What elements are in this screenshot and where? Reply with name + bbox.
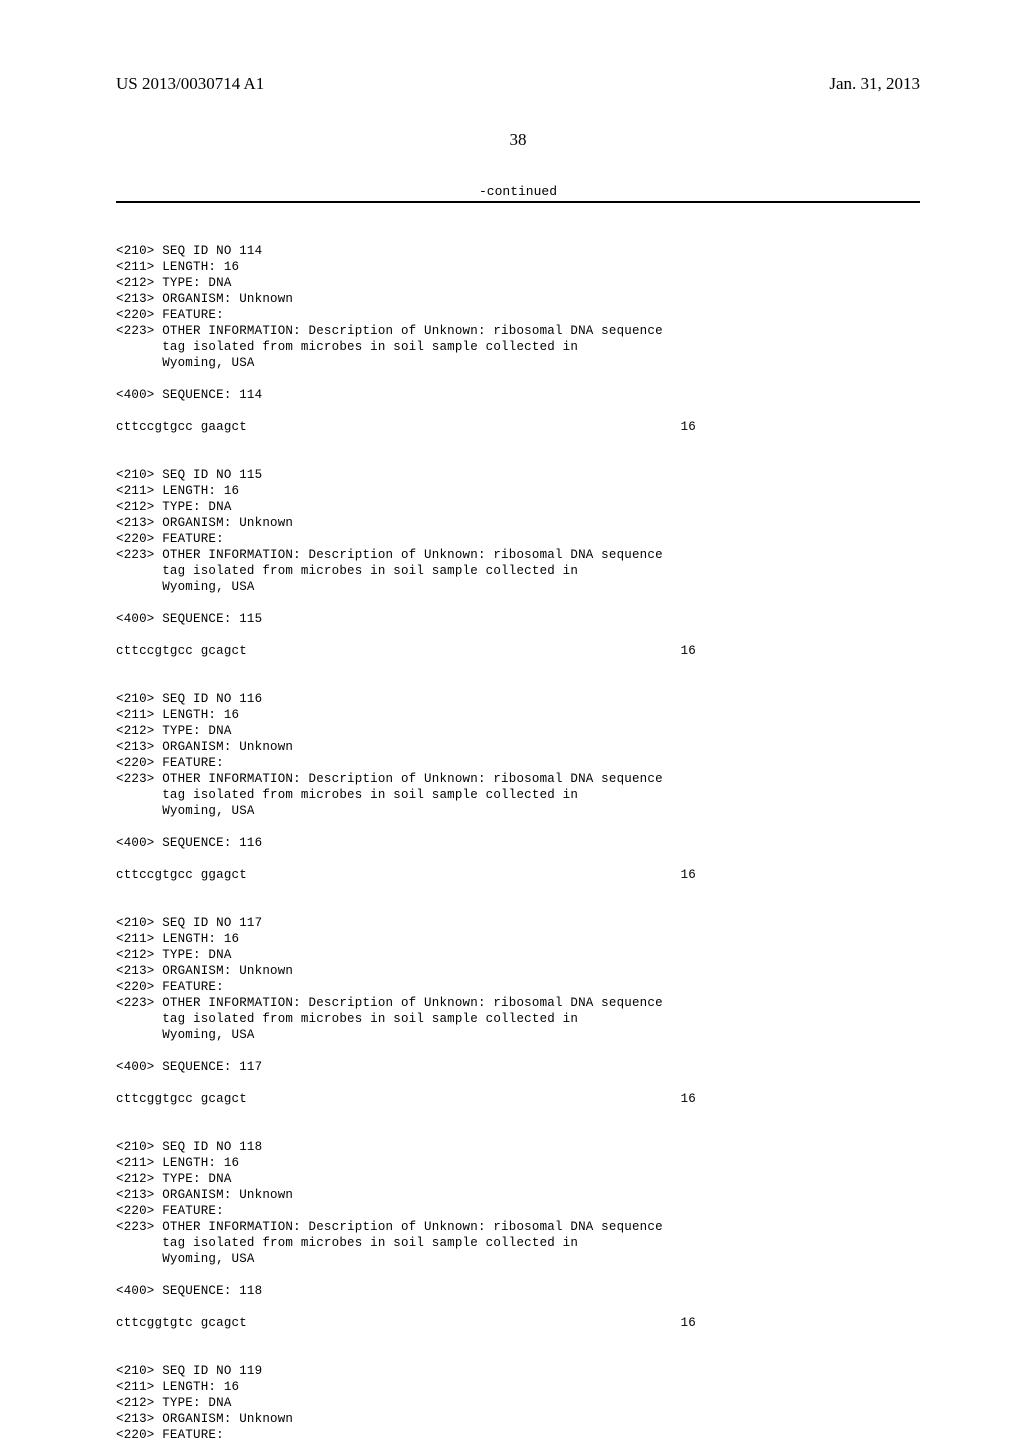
seq-length-line: <211> LENGTH: 16 xyxy=(116,259,920,275)
seq-other-info-l2: tag isolated from microbes in soil sampl… xyxy=(116,1235,920,1251)
seq-data-row: cttcggtgcc gcagct 16 xyxy=(116,1091,696,1107)
seq-position: 16 xyxy=(681,643,696,659)
seq-length-line: <211> LENGTH: 16 xyxy=(116,1155,920,1171)
seq-position: 16 xyxy=(681,419,696,435)
seq-data: cttccgtgcc gcagct xyxy=(116,643,247,659)
blank-line xyxy=(116,403,920,419)
seq-sequence-label: <400> SEQUENCE: 117 xyxy=(116,1059,920,1075)
seq-other-info-l3: Wyoming, USA xyxy=(116,1251,920,1267)
seq-id-line: <210> SEQ ID NO 118 xyxy=(116,1139,920,1155)
seq-id-line: <210> SEQ ID NO 114 xyxy=(116,243,920,259)
seq-sequence-label: <400> SEQUENCE: 118 xyxy=(116,1283,920,1299)
blank-line xyxy=(116,1107,920,1123)
seq-length-line: <211> LENGTH: 16 xyxy=(116,1379,920,1395)
seq-position: 16 xyxy=(681,1315,696,1331)
seq-organism-line: <213> ORGANISM: Unknown xyxy=(116,515,920,531)
seq-length-line: <211> LENGTH: 16 xyxy=(116,931,920,947)
seq-type-line: <212> TYPE: DNA xyxy=(116,275,920,291)
seq-organism-line: <213> ORGANISM: Unknown xyxy=(116,1187,920,1203)
seq-feature-line: <220> FEATURE: xyxy=(116,1203,920,1219)
seq-other-info-l2: tag isolated from microbes in soil sampl… xyxy=(116,1011,920,1027)
blank-line xyxy=(116,1075,920,1091)
seq-data: cttcggtgcc gcagct xyxy=(116,1091,247,1107)
seq-other-info-l1: <223> OTHER INFORMATION: Description of … xyxy=(116,323,920,339)
seq-type-line: <212> TYPE: DNA xyxy=(116,947,920,963)
sequence-block: <210> SEQ ID NO 115<211> LENGTH: 16<212>… xyxy=(116,467,920,675)
seq-organism-line: <213> ORGANISM: Unknown xyxy=(116,291,920,307)
blank-line xyxy=(116,627,920,643)
seq-id-line: <210> SEQ ID NO 115 xyxy=(116,467,920,483)
seq-length-line: <211> LENGTH: 16 xyxy=(116,483,920,499)
seq-id-line: <210> SEQ ID NO 116 xyxy=(116,691,920,707)
sequence-block: <210> SEQ ID NO 119<211> LENGTH: 16<212>… xyxy=(116,1363,920,1443)
blank-line xyxy=(116,1299,920,1315)
blank-line xyxy=(116,595,920,611)
sequence-block: <210> SEQ ID NO 118<211> LENGTH: 16<212>… xyxy=(116,1139,920,1347)
seq-feature-line: <220> FEATURE: xyxy=(116,979,920,995)
seq-data: cttccgtgcc gaagct xyxy=(116,419,247,435)
blank-line xyxy=(116,1267,920,1283)
seq-organism-line: <213> ORGANISM: Unknown xyxy=(116,739,920,755)
seq-other-info-l1: <223> OTHER INFORMATION: Description of … xyxy=(116,547,920,563)
seq-type-line: <212> TYPE: DNA xyxy=(116,1171,920,1187)
seq-id-line: <210> SEQ ID NO 117 xyxy=(116,915,920,931)
sequence-listing-content: <210> SEQ ID NO 114<211> LENGTH: 16<212>… xyxy=(116,243,920,1443)
blank-line xyxy=(116,659,920,675)
continued-label: -continued xyxy=(116,184,920,199)
seq-other-info-l1: <223> OTHER INFORMATION: Description of … xyxy=(116,995,920,1011)
publication-date: Jan. 31, 2013 xyxy=(829,74,920,94)
seq-id-line: <210> SEQ ID NO 119 xyxy=(116,1363,920,1379)
seq-type-line: <212> TYPE: DNA xyxy=(116,1395,920,1411)
divider-line xyxy=(116,201,920,203)
seq-other-info-l1: <223> OTHER INFORMATION: Description of … xyxy=(116,771,920,787)
seq-organism-line: <213> ORGANISM: Unknown xyxy=(116,1411,920,1427)
blank-line xyxy=(116,435,920,451)
seq-sequence-label: <400> SEQUENCE: 114 xyxy=(116,387,920,403)
blank-line xyxy=(116,851,920,867)
seq-other-info-l2: tag isolated from microbes in soil sampl… xyxy=(116,563,920,579)
sequence-block: <210> SEQ ID NO 116<211> LENGTH: 16<212>… xyxy=(116,691,920,899)
sequence-block: <210> SEQ ID NO 117<211> LENGTH: 16<212>… xyxy=(116,915,920,1123)
blank-line xyxy=(116,883,920,899)
seq-type-line: <212> TYPE: DNA xyxy=(116,723,920,739)
seq-other-info-l3: Wyoming, USA xyxy=(116,355,920,371)
seq-data-row: cttccgtgcc gaagct 16 xyxy=(116,419,696,435)
seq-other-info-l3: Wyoming, USA xyxy=(116,579,920,595)
seq-sequence-label: <400> SEQUENCE: 116 xyxy=(116,835,920,851)
seq-data-row: cttcggtgtc gcagct 16 xyxy=(116,1315,696,1331)
seq-other-info-l2: tag isolated from microbes in soil sampl… xyxy=(116,339,920,355)
blank-line xyxy=(116,1331,920,1347)
seq-feature-line: <220> FEATURE: xyxy=(116,755,920,771)
seq-length-line: <211> LENGTH: 16 xyxy=(116,707,920,723)
blank-line xyxy=(116,371,920,387)
seq-position: 16 xyxy=(681,867,696,883)
seq-feature-line: <220> FEATURE: xyxy=(116,531,920,547)
seq-other-info-l1: <223> OTHER INFORMATION: Description of … xyxy=(116,1219,920,1235)
blank-line xyxy=(116,819,920,835)
seq-data: cttccgtgcc ggagct xyxy=(116,867,247,883)
seq-type-line: <212> TYPE: DNA xyxy=(116,499,920,515)
seq-position: 16 xyxy=(681,1091,696,1107)
seq-other-info-l2: tag isolated from microbes in soil sampl… xyxy=(116,787,920,803)
seq-feature-line: <220> FEATURE: xyxy=(116,307,920,323)
seq-other-info-l3: Wyoming, USA xyxy=(116,803,920,819)
page-number: 38 xyxy=(116,130,920,150)
publication-number: US 2013/0030714 A1 xyxy=(116,74,264,94)
blank-line xyxy=(116,1043,920,1059)
seq-organism-line: <213> ORGANISM: Unknown xyxy=(116,963,920,979)
seq-data: cttcggtgtc gcagct xyxy=(116,1315,247,1331)
seq-data-row: cttccgtgcc gcagct 16 xyxy=(116,643,696,659)
sequence-block: <210> SEQ ID NO 114<211> LENGTH: 16<212>… xyxy=(116,243,920,451)
seq-feature-line: <220> FEATURE: xyxy=(116,1427,920,1443)
seq-data-row: cttccgtgcc ggagct 16 xyxy=(116,867,696,883)
seq-sequence-label: <400> SEQUENCE: 115 xyxy=(116,611,920,627)
seq-other-info-l3: Wyoming, USA xyxy=(116,1027,920,1043)
page-header: US 2013/0030714 A1 Jan. 31, 2013 xyxy=(116,74,920,94)
